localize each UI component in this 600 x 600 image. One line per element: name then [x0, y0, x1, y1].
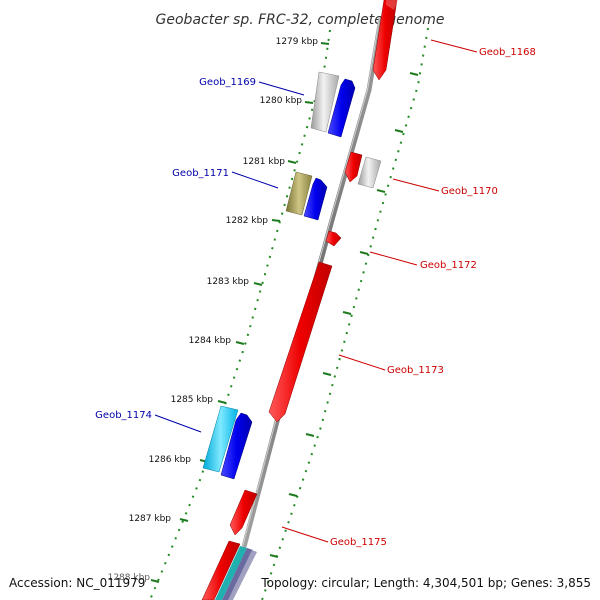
map-title: Geobacter sp. FRC-32, complete genome — [156, 12, 445, 28]
gene-geob-1173[interactable] — [268, 261, 333, 423]
ruler-ticks-right — [269, 72, 419, 558]
label-geob-1173[interactable]: Geob_1173 — [387, 365, 444, 376]
ruler-labels: 1279 kbp 1280 kbp 1281 kbp 1282 kbp 1283… — [108, 37, 319, 583]
ruler-label-1284: 1284 kbp — [189, 336, 232, 346]
ruler-label-1282: 1282 kbp — [226, 216, 269, 226]
gene-geob-1170a[interactable] — [344, 151, 363, 183]
label-geob-1174[interactable]: Geob_1174 — [95, 410, 152, 421]
gene-geob-1171-olive[interactable] — [285, 171, 313, 216]
ruler-label-1286: 1286 kbp — [149, 455, 192, 465]
gene-geob-1172[interactable] — [325, 230, 342, 247]
gene-geob-1168[interactable] — [372, 0, 398, 81]
gene-geob-1169-gray[interactable] — [310, 71, 340, 133]
ruler-label-1287: 1287 kbp — [129, 514, 172, 524]
gene-geob-1175[interactable] — [229, 489, 258, 536]
accession-text: Accession: NC_011979 — [9, 576, 145, 590]
ruler-label-1279: 1279 kbp — [276, 37, 319, 47]
gene-geob-1170[interactable] — [357, 156, 382, 189]
gene-geob-1171[interactable] — [303, 177, 328, 221]
ruler-label-1283: 1283 kbp — [207, 277, 250, 287]
gene-bottom-cluster[interactable] — [201, 540, 257, 600]
label-geob-1169[interactable]: Geob_1169 — [199, 77, 256, 88]
genome-backbone-highlight — [228, 17, 380, 600]
label-geob-1172[interactable]: Geob_1172 — [420, 260, 477, 271]
ruler-label-1281: 1281 kbp — [243, 157, 286, 167]
gene-geob-1169[interactable] — [327, 78, 356, 138]
label-geob-1168[interactable]: Geob_1168 — [479, 47, 536, 58]
label-geob-1175[interactable]: Geob_1175 — [330, 537, 387, 548]
label-geob-1170[interactable]: Geob_1170 — [441, 186, 498, 197]
ruler-label-1288: 1288 kbp — [108, 573, 151, 583]
gene-geob-1174-cyan[interactable] — [202, 405, 239, 473]
ruler-label-1285: 1285 kbp — [171, 395, 214, 405]
genome-summary-text: Topology: circular; Length: 4,304,501 bp… — [260, 576, 591, 590]
gene-labels: Geob_1168 Geob_1170 Geob_1172 Geob_1173 … — [95, 47, 536, 548]
label-geob-1171[interactable]: Geob_1171 — [172, 168, 229, 179]
ruler-dotted-track-right — [261, 27, 429, 600]
callout-lines — [154, 39, 478, 543]
genome-backbone — [227, 17, 384, 600]
gene-geob-1174[interactable] — [220, 412, 253, 480]
ruler-label-1280: 1280 kbp — [260, 96, 303, 106]
